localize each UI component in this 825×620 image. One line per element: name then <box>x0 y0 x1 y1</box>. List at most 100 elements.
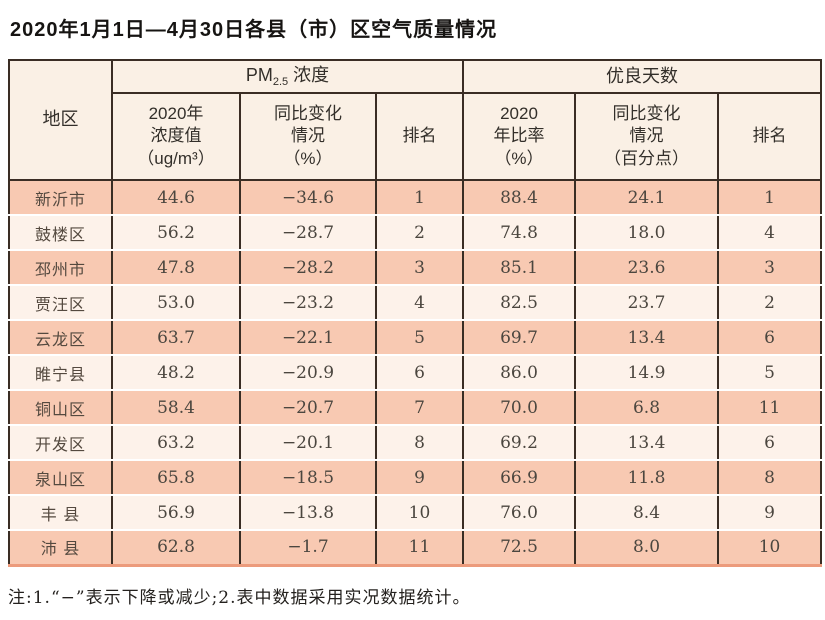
table-row: 开发区 63.2 −20.1 8 69.2 13.4 6 <box>9 425 823 461</box>
good-ratio-cell: 82.5 <box>463 285 576 321</box>
pm-rank-cell: 9 <box>376 460 464 496</box>
region-cell: 睢宁县 <box>9 355 113 391</box>
pm-rank-cell: 11 <box>376 530 464 565</box>
good-change-cell: 6.8 <box>575 390 719 426</box>
good-ratio-header-line2: 年比率 <box>493 126 545 146</box>
good-rank-cell: 8 <box>718 460 823 496</box>
good-change-header-line2: 情况 <box>629 126 664 146</box>
table-row: 睢宁县 48.2 −20.9 6 86.0 14.9 5 <box>9 355 823 391</box>
pm-rank-cell: 10 <box>376 495 464 531</box>
page-title: 2020年1月1日—4月30日各县（市）区空气质量情况 <box>10 19 498 41</box>
good-change-cell: 23.7 <box>575 285 719 321</box>
good-rank-cell: 10 <box>718 530 823 565</box>
pm-rank-cell: 7 <box>376 390 464 426</box>
table-row: 鼓楼区 56.2 −28.7 2 74.8 18.0 4 <box>9 215 823 251</box>
pm-value-cell: 53.0 <box>112 285 241 321</box>
good-change-cell: 13.4 <box>575 320 719 356</box>
region-cell: 新沂市 <box>9 180 113 216</box>
column-group-good-days: 优良天数 <box>463 60 823 94</box>
good-ratio-cell: 72.5 <box>463 530 576 565</box>
region-cell: 丰 县 <box>9 495 113 531</box>
good-change-cell: 18.0 <box>575 215 719 251</box>
pm-rank-cell: 6 <box>376 355 464 391</box>
pm-rank-cell: 1 <box>376 180 464 216</box>
pm-change-cell: −13.8 <box>240 495 377 531</box>
region-cell: 邳州市 <box>9 250 113 286</box>
good-rank-cell: 5 <box>718 355 823 391</box>
good-change-cell: 11.8 <box>575 460 719 496</box>
pm-value-cell: 47.8 <box>112 250 241 286</box>
table-row: 邳州市 47.8 −28.2 3 85.1 23.6 3 <box>9 250 823 286</box>
good-ratio-cell: 88.4 <box>463 180 576 216</box>
good-change-header-line1: 同比变化 <box>612 104 681 124</box>
column-header-good-rank: 排名 <box>718 93 823 181</box>
table-row: 新沂市 44.6 −34.6 1 88.4 24.1 1 <box>9 180 823 216</box>
good-rank-cell: 1 <box>718 180 823 216</box>
good-ratio-cell: 69.7 <box>463 320 576 356</box>
good-ratio-cell: 70.0 <box>463 390 576 426</box>
pm-value-header-line2: 浓度值 <box>150 126 202 146</box>
good-ratio-header-line3: （%） <box>494 148 544 168</box>
column-header-good-ratio: 2020 年比率 （%） <box>463 93 576 181</box>
good-ratio-cell: 69.2 <box>463 425 576 461</box>
footnote: 注:1.“−”表示下降或减少;2.表中数据采用实况数据统计。 <box>8 587 471 608</box>
pm-change-cell: −22.1 <box>240 320 377 356</box>
good-change-cell: 14.9 <box>575 355 719 391</box>
pm-value-cell: 58.4 <box>112 390 241 426</box>
pm-rank-cell: 8 <box>376 425 464 461</box>
table-group-header-row: 地区 PM2.5 浓度 优良天数 <box>9 60 823 181</box>
table-row: 沛 县 62.8 −1.7 11 72.5 8.0 10 <box>9 530 823 565</box>
good-ratio-cell: 66.9 <box>463 460 576 496</box>
pm-rank-cell: 2 <box>376 215 464 251</box>
pm-change-cell: −28.7 <box>240 215 377 251</box>
region-cell: 开发区 <box>9 425 113 461</box>
region-cell: 云龙区 <box>9 320 113 356</box>
good-change-cell: 23.6 <box>575 250 719 286</box>
good-ratio-header-line1: 2020 <box>500 104 538 124</box>
pm-value-header-line1: 2020年 <box>148 104 204 124</box>
pm-value-header-line3: （ug/m³） <box>137 148 215 168</box>
pm-value-cell: 63.7 <box>112 320 241 356</box>
pm-value-cell: 63.2 <box>112 425 241 461</box>
region-cell: 沛 县 <box>9 530 113 565</box>
column-header-pm-rank: 排名 <box>376 93 464 181</box>
good-rank-cell: 11 <box>718 390 823 426</box>
pm-change-cell: −20.7 <box>240 390 377 426</box>
pm-value-cell: 44.6 <box>112 180 241 216</box>
table-row: 云龙区 63.7 −22.1 5 69.7 13.4 6 <box>9 320 823 356</box>
air-quality-table: 地区 PM2.5 浓度 优良天数 2020年 浓度值 （ug/m³） 同比变化 … <box>8 59 823 567</box>
pm-change-cell: −1.7 <box>240 530 377 565</box>
good-change-cell: 8.0 <box>575 530 719 565</box>
table-sub-header-row: 2020年 浓度值 （ug/m³） 同比变化 情况 （%） 排名 2020 年比… <box>9 93 823 181</box>
pm-value-cell: 56.2 <box>112 215 241 251</box>
good-rank-cell: 6 <box>718 425 823 461</box>
good-ratio-cell: 74.8 <box>463 215 576 251</box>
good-rank-cell: 9 <box>718 495 823 531</box>
pm25-label-suffix: 浓度 <box>288 64 330 85</box>
good-ratio-cell: 76.0 <box>463 495 576 531</box>
table-row: 泉山区 65.8 −18.5 9 66.9 11.8 8 <box>9 460 823 496</box>
good-rank-cell: 3 <box>718 250 823 286</box>
column-group-pm25: PM2.5 浓度 <box>112 60 464 94</box>
pm-change-header-line2: 情况 <box>291 126 325 146</box>
pm-change-cell: −20.9 <box>240 355 377 391</box>
pm-change-header-line3: （%） <box>283 148 333 168</box>
region-cell: 铜山区 <box>9 390 113 426</box>
good-rank-cell: 2 <box>718 285 823 321</box>
pm-rank-cell: 4 <box>376 285 464 321</box>
table-row: 贾汪区 53.0 −23.2 4 82.5 23.7 2 <box>9 285 823 321</box>
table-row: 丰 县 56.9 −13.8 10 76.0 8.4 9 <box>9 495 823 531</box>
pm-value-cell: 62.8 <box>112 530 241 565</box>
good-rank-cell: 6 <box>718 320 823 356</box>
pm25-label-prefix: PM <box>245 64 273 85</box>
pm-change-cell: −23.2 <box>240 285 377 321</box>
pm-value-cell: 65.8 <box>112 460 241 496</box>
good-change-cell: 24.1 <box>575 180 719 216</box>
pm-change-cell: −28.2 <box>240 250 377 286</box>
good-ratio-cell: 85.1 <box>463 250 576 286</box>
good-ratio-cell: 86.0 <box>463 355 576 391</box>
pm-change-header-line1: 同比变化 <box>274 104 342 124</box>
pm25-subscript: 2.5 <box>272 75 289 88</box>
pm-value-cell: 48.2 <box>112 355 241 391</box>
